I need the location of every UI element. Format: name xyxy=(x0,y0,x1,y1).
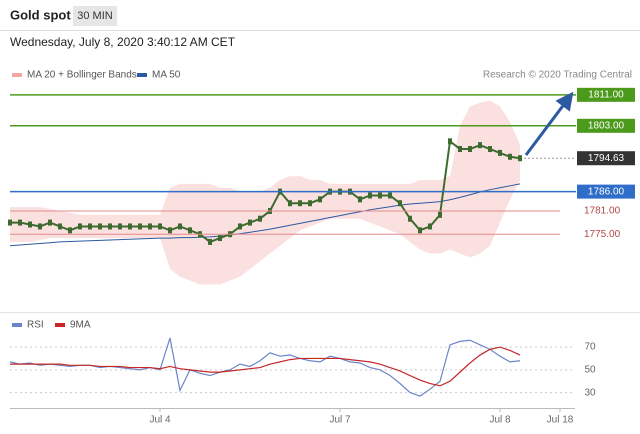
level-label-box xyxy=(577,118,635,133)
price-candle xyxy=(118,223,122,230)
legend-swatch xyxy=(12,323,22,327)
price-candle xyxy=(478,142,482,149)
price-candle xyxy=(58,223,62,230)
price-candle xyxy=(8,219,12,226)
price-candle xyxy=(168,227,172,234)
timeframe-badge[interactable] xyxy=(73,6,117,26)
price-candle xyxy=(518,155,522,162)
price-candle xyxy=(498,149,502,156)
timestamp: Wednesday, July 8, 2020 3:40:12 AM CET xyxy=(10,35,236,49)
price-candle xyxy=(68,227,72,234)
legend-label: MA 20 + Bollinger Bands xyxy=(27,70,137,81)
price-candle xyxy=(418,227,422,234)
price-candle xyxy=(208,238,212,245)
price-candle xyxy=(248,219,252,226)
legend-label: RSI xyxy=(27,320,44,331)
price-candle xyxy=(18,219,22,226)
level-label: 1803.00 xyxy=(588,120,625,131)
price-candle xyxy=(238,223,242,230)
legend-swatch xyxy=(137,73,147,77)
price-candle xyxy=(408,215,412,222)
price-candle xyxy=(188,227,192,234)
level-label: 1781.00 xyxy=(584,206,621,217)
price-candle xyxy=(458,146,462,153)
price-candle xyxy=(358,196,362,203)
y-tick-label: 50 xyxy=(584,364,596,375)
level-label: 1811.00 xyxy=(588,89,624,100)
price-candle xyxy=(398,200,402,207)
legend-label: MA 50 xyxy=(152,70,181,81)
price-candle xyxy=(98,223,102,230)
price-candle xyxy=(128,223,132,230)
level-label: 1775.00 xyxy=(584,229,621,240)
credit: Research © 2020 Trading Central xyxy=(483,70,632,81)
price-candle xyxy=(88,223,92,230)
level-label-box xyxy=(577,87,635,102)
price-candle xyxy=(428,223,432,230)
price-candle xyxy=(258,215,262,222)
price-candle xyxy=(438,211,442,218)
y-tick-label: 70 xyxy=(584,342,596,353)
price-candle xyxy=(318,196,322,203)
price-candle xyxy=(448,138,452,145)
level-label-box xyxy=(577,184,635,199)
x-tick-label: Jul 8 xyxy=(489,415,511,426)
price-candle xyxy=(388,192,392,199)
timeframe[interactable]: 30 MIN xyxy=(77,10,113,22)
price-candle xyxy=(158,223,162,230)
price-candle xyxy=(288,200,292,207)
price-candle xyxy=(148,223,152,230)
x-tick-label: Jul 18 xyxy=(547,415,574,426)
price-candle xyxy=(508,153,512,160)
price-candle xyxy=(138,223,142,230)
price-candle xyxy=(38,223,42,230)
price-candle xyxy=(308,200,312,207)
price-candle xyxy=(48,219,52,226)
legend-swatch xyxy=(12,73,22,77)
price-candle xyxy=(378,192,382,199)
plot-layer: MA 20 + Bollinger Bands MA 50 1811.00 1803.… xyxy=(8,70,635,426)
forecast-arrow xyxy=(524,91,574,156)
series-line xyxy=(9,183,521,247)
y-tick-label: 30 xyxy=(584,387,596,398)
price-candle xyxy=(218,235,222,242)
x-tick-label: Jul 4 xyxy=(149,415,171,426)
price-candle xyxy=(78,223,82,230)
bollinger-band xyxy=(10,100,520,285)
legend-swatch xyxy=(55,323,65,327)
level-label: 1786.00 xyxy=(588,186,625,197)
x-tick-label: Jul 7 xyxy=(329,415,351,426)
price-candle xyxy=(28,221,32,228)
price-candle xyxy=(368,192,372,199)
price-line xyxy=(10,139,521,244)
price-candle xyxy=(298,200,302,207)
price-candle xyxy=(178,223,182,230)
level-label-box xyxy=(577,151,635,166)
series-line xyxy=(10,346,521,387)
title: Gold spot xyxy=(10,7,71,22)
price-candle xyxy=(108,223,112,230)
level-label: 1794.63 xyxy=(588,153,625,164)
legend-label: 9MA xyxy=(70,320,91,331)
price-candle xyxy=(468,146,472,153)
price-candle xyxy=(488,146,492,153)
